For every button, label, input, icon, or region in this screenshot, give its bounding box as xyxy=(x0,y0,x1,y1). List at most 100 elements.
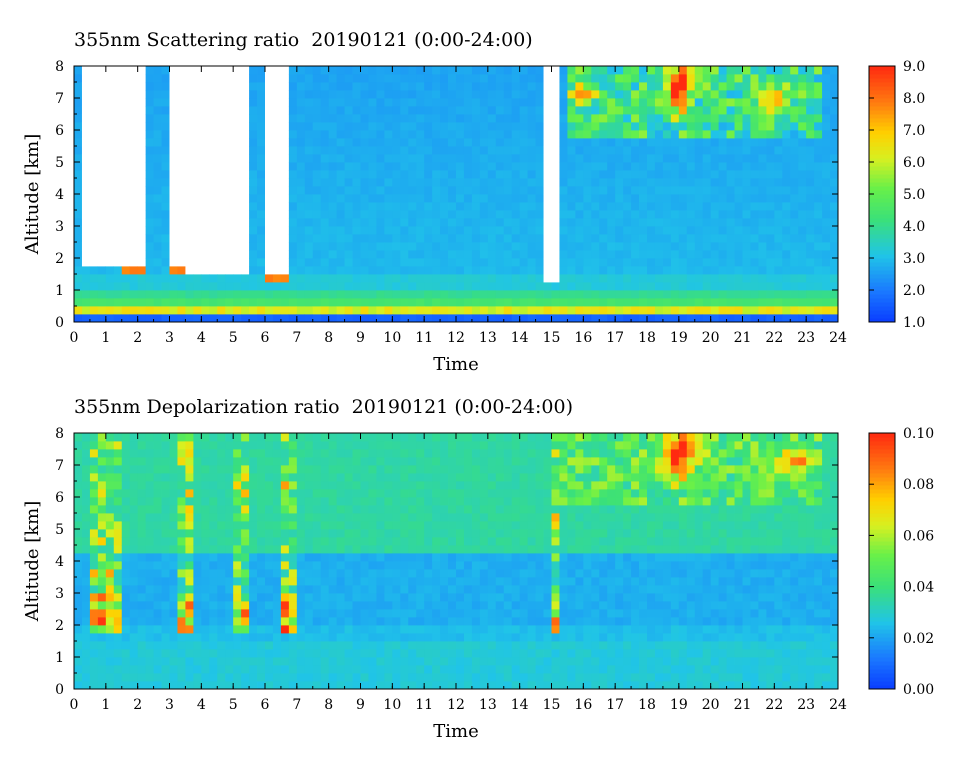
colorbar-segment xyxy=(869,266,895,271)
heatmap-cell xyxy=(121,266,131,275)
heatmap-cell xyxy=(249,218,258,227)
heatmap-cell xyxy=(280,569,290,578)
heatmap-cell xyxy=(368,441,377,450)
heatmap-cell xyxy=(734,242,743,251)
heatmap-cell xyxy=(225,601,234,610)
heatmap-cell xyxy=(320,202,330,211)
heatmap-cell xyxy=(209,569,218,578)
heatmap-cell xyxy=(456,266,465,275)
heatmap-cell xyxy=(225,194,234,203)
heatmap-cell xyxy=(265,154,274,163)
heatmap-cell xyxy=(129,266,139,275)
heatmap-cell xyxy=(177,218,186,227)
heatmap-cell xyxy=(81,154,91,163)
heatmap-cell xyxy=(790,202,799,211)
heatmap-cell xyxy=(567,106,576,115)
heatmap-cell xyxy=(432,234,441,243)
heatmap-cell xyxy=(440,234,449,243)
heatmap-cell xyxy=(328,266,338,275)
heatmap-cell xyxy=(320,553,330,562)
heatmap-cell xyxy=(288,82,298,91)
heatmap-cell xyxy=(113,465,123,474)
heatmap-cell xyxy=(105,657,115,666)
heatmap-cell xyxy=(105,449,115,458)
heatmap-cell xyxy=(718,250,727,259)
heatmap-cell xyxy=(543,170,552,179)
heatmap-cell xyxy=(97,114,107,123)
heatmap-cell xyxy=(392,210,401,219)
heatmap-cell xyxy=(280,513,290,522)
heatmap-cell xyxy=(670,290,680,299)
heatmap-cell xyxy=(448,266,457,275)
heatmap-cell xyxy=(177,74,186,83)
heatmap-cell xyxy=(74,146,83,155)
heatmap-cell xyxy=(81,290,91,299)
heatmap-cell xyxy=(137,641,147,650)
heatmap-cell xyxy=(113,250,123,259)
heatmap-cell xyxy=(153,154,162,163)
heatmap-cell xyxy=(479,481,489,490)
heatmap-cell xyxy=(376,274,385,283)
heatmap-cell xyxy=(288,210,298,219)
heatmap-cell xyxy=(225,649,234,658)
heatmap-cell xyxy=(559,98,568,107)
heatmap-cell xyxy=(432,98,441,107)
heatmap-cell xyxy=(129,553,139,562)
heatmap-cell xyxy=(718,274,727,283)
heatmap-cell xyxy=(121,545,131,554)
heatmap-cell xyxy=(814,202,823,211)
heatmap-cell xyxy=(89,681,99,690)
heatmap-cell xyxy=(312,210,322,219)
heatmap-cell xyxy=(400,617,409,626)
heatmap-cell xyxy=(718,138,727,147)
heatmap-cell xyxy=(416,274,425,283)
heatmap-cell xyxy=(304,122,314,131)
heatmap-cell xyxy=(225,537,234,546)
colorbar-segment xyxy=(869,70,895,75)
heatmap-cell xyxy=(312,609,322,618)
heatmap-cell xyxy=(416,66,425,75)
heatmap-cell xyxy=(503,114,513,123)
heatmap-cell xyxy=(424,569,433,578)
heatmap-cell xyxy=(416,226,425,235)
heatmap-cell xyxy=(607,298,616,307)
heatmap-cell xyxy=(129,250,139,259)
heatmap-cell xyxy=(686,242,696,251)
heatmap-cell xyxy=(105,210,115,219)
heatmap-cell xyxy=(225,250,234,259)
heatmap-cell xyxy=(551,202,560,211)
heatmap-cell xyxy=(408,561,417,570)
heatmap-cell xyxy=(814,186,823,195)
heatmap-cell xyxy=(249,553,258,562)
heatmap-cell xyxy=(830,170,839,179)
heatmap-cell xyxy=(304,170,314,179)
heatmap-cell xyxy=(161,521,170,530)
heatmap-cell xyxy=(559,314,568,323)
heatmap-cell xyxy=(161,649,170,658)
heatmap-cell xyxy=(694,218,704,227)
heatmap-cell xyxy=(241,234,250,243)
heatmap-cell xyxy=(137,521,147,530)
heatmap-cell xyxy=(686,178,696,187)
heatmap-cell xyxy=(551,162,560,171)
heatmap-cell xyxy=(185,625,194,634)
heatmap-cell xyxy=(734,106,743,115)
heatmap-cell xyxy=(400,130,409,139)
heatmap-cell xyxy=(456,298,465,307)
heatmap-cell xyxy=(368,170,377,179)
heatmap-cell xyxy=(225,441,234,450)
heatmap-cell xyxy=(559,66,568,75)
heatmap-cell xyxy=(519,178,529,187)
heatmap-cell xyxy=(81,250,91,259)
heatmap-cell xyxy=(599,66,608,75)
heatmap-cell xyxy=(798,314,807,323)
heatmap-cell xyxy=(583,82,592,91)
heatmap-cell xyxy=(233,234,242,243)
heatmap-cell xyxy=(217,657,226,666)
heatmap-cell xyxy=(336,210,345,219)
heatmap-cell xyxy=(74,641,83,650)
heatmap-cell xyxy=(225,657,234,666)
heatmap-cell xyxy=(368,609,377,618)
heatmap-cell xyxy=(74,98,83,107)
heatmap-cell xyxy=(400,154,409,163)
